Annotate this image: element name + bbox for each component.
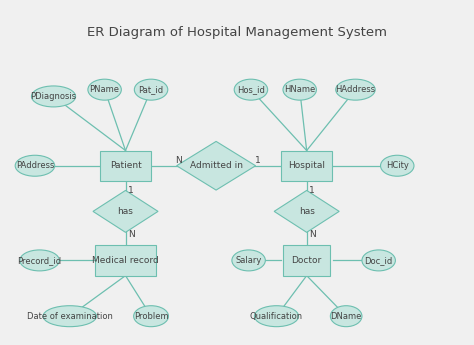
Polygon shape (177, 141, 255, 190)
Text: Salary: Salary (236, 256, 262, 265)
Text: Hos_id: Hos_id (237, 85, 265, 94)
Text: PName: PName (90, 85, 119, 94)
Polygon shape (93, 190, 158, 232)
Ellipse shape (43, 306, 97, 327)
Ellipse shape (336, 79, 375, 100)
Text: Precord_id: Precord_id (18, 256, 62, 265)
Text: Medical record: Medical record (92, 256, 159, 265)
Text: Pat_id: Pat_id (138, 85, 164, 94)
Text: 1: 1 (310, 186, 315, 195)
Text: PDiagnosis: PDiagnosis (30, 92, 77, 101)
Text: 1: 1 (255, 156, 261, 165)
Text: N: N (128, 229, 135, 238)
Text: Patient: Patient (109, 161, 141, 170)
Text: Doctor: Doctor (292, 256, 322, 265)
Ellipse shape (283, 79, 317, 100)
Text: Problem: Problem (134, 312, 168, 321)
Ellipse shape (134, 306, 168, 327)
Text: PAddress: PAddress (16, 161, 54, 170)
Ellipse shape (330, 306, 362, 327)
Text: HCity: HCity (386, 161, 409, 170)
FancyBboxPatch shape (281, 150, 332, 181)
FancyBboxPatch shape (283, 245, 330, 276)
Ellipse shape (255, 306, 299, 327)
Ellipse shape (15, 155, 55, 176)
Text: has: has (118, 207, 134, 216)
Text: N: N (175, 156, 182, 165)
Text: Admitted in: Admitted in (190, 161, 243, 170)
Text: N: N (309, 229, 316, 238)
Ellipse shape (232, 250, 265, 271)
Text: 1: 1 (128, 186, 134, 195)
Text: DName: DName (330, 312, 362, 321)
Text: Doc_id: Doc_id (365, 256, 393, 265)
Ellipse shape (381, 155, 414, 176)
Text: Date of examination: Date of examination (27, 312, 113, 321)
Ellipse shape (20, 250, 59, 271)
Ellipse shape (234, 79, 268, 100)
Ellipse shape (31, 86, 75, 107)
Text: has: has (299, 207, 315, 216)
Ellipse shape (134, 79, 168, 100)
Text: HAddress: HAddress (336, 85, 375, 94)
Text: ER Diagram of Hospital Management System: ER Diagram of Hospital Management System (87, 26, 387, 39)
FancyBboxPatch shape (100, 150, 151, 181)
Ellipse shape (88, 79, 121, 100)
Ellipse shape (362, 250, 395, 271)
Polygon shape (274, 190, 339, 232)
Text: Qualification: Qualification (250, 312, 303, 321)
Text: Hospital: Hospital (288, 161, 325, 170)
FancyBboxPatch shape (95, 245, 155, 276)
Text: HName: HName (284, 85, 315, 94)
